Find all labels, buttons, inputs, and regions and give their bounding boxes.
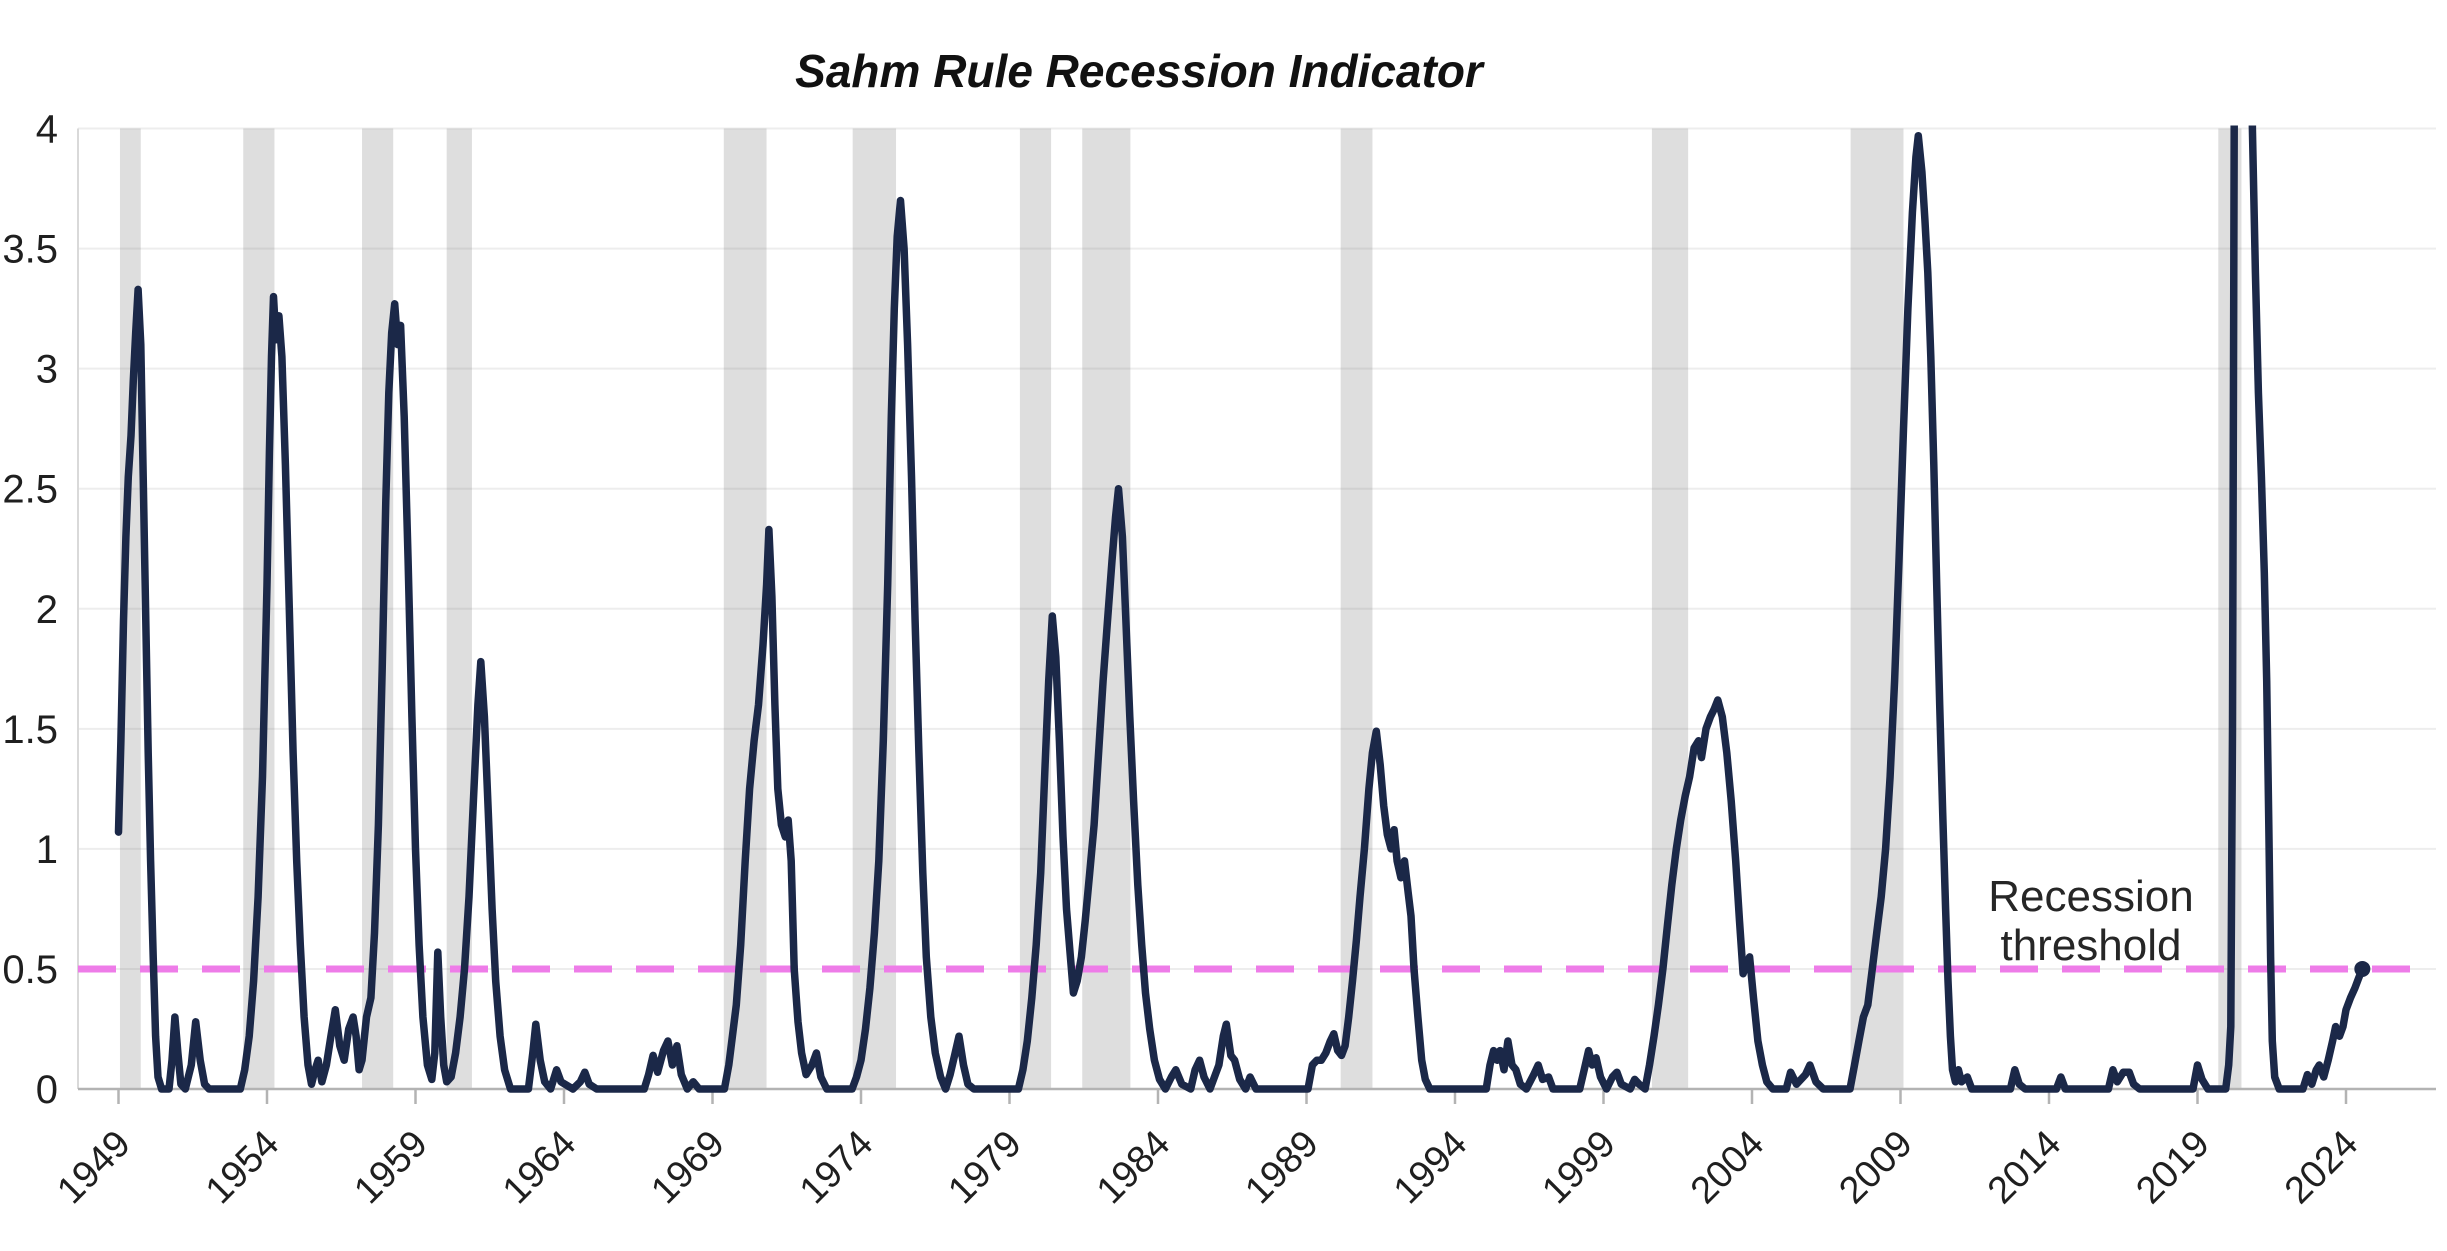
x-tick-label: 1949 bbox=[49, 1123, 138, 1212]
recession-threshold-label-line2: threshold bbox=[2000, 921, 2182, 971]
y-tick-label: 4 bbox=[36, 108, 58, 152]
y-tick-label: 1 bbox=[36, 828, 58, 872]
series-end-dot bbox=[2354, 960, 2371, 977]
x-tick-label: 1999 bbox=[1534, 1123, 1623, 1212]
y-tick-label: 0.5 bbox=[2, 948, 58, 992]
y-tick-label: 2.5 bbox=[2, 468, 58, 512]
x-tick-label: 2024 bbox=[2277, 1123, 2366, 1212]
x-tick-label: 1989 bbox=[1237, 1123, 1326, 1212]
x-tick-label: 1969 bbox=[643, 1123, 732, 1212]
x-tick-label: 1994 bbox=[1386, 1123, 1475, 1212]
y-tick-label: 0 bbox=[36, 1068, 58, 1112]
x-tick-label: 1979 bbox=[940, 1123, 1029, 1212]
y-tick-label: 1.5 bbox=[2, 708, 58, 752]
y-tick-label: 3.5 bbox=[2, 228, 58, 272]
x-tick-label: 2004 bbox=[1683, 1123, 1772, 1212]
y-tick-label: 3 bbox=[36, 348, 58, 392]
chart-title: Sahm Rule Recession Indicator bbox=[795, 45, 1483, 97]
series-line bbox=[114, 125, 2367, 1093]
x-tick-label: 1984 bbox=[1089, 1123, 1178, 1212]
x-tick-label: 1974 bbox=[792, 1123, 881, 1212]
recession-threshold-label: Recession threshold bbox=[1988, 872, 2193, 971]
x-tick-label: 1959 bbox=[346, 1123, 435, 1212]
x-tick-label: 2009 bbox=[1831, 1123, 1920, 1212]
x-tick-label: 1964 bbox=[495, 1123, 584, 1212]
x-tick-label: 2019 bbox=[2128, 1123, 2217, 1212]
y-tick-label: 2 bbox=[36, 588, 58, 632]
x-tick-label: 1954 bbox=[198, 1123, 287, 1212]
recession-threshold-label-line1: Recession bbox=[1988, 872, 2194, 921]
x-tick-label: 2014 bbox=[1980, 1123, 2069, 1212]
